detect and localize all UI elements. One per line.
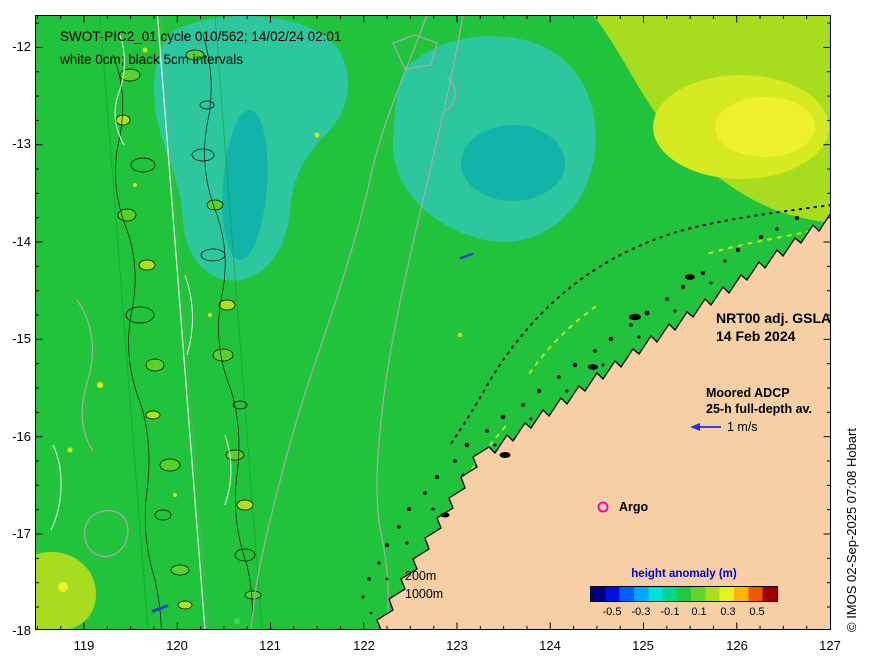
adcp-arrow-icon	[690, 423, 721, 431]
x-tick-label: 127	[819, 638, 841, 653]
x-tick-label: 120	[166, 638, 188, 653]
y-tick-label: -16	[12, 429, 31, 444]
map-title-line2: white 0cm; black 5cm intervals	[60, 52, 244, 67]
gsla-label-line2: 14 Feb 2024	[716, 328, 796, 344]
colorbar-tick-label: -0.5	[602, 606, 622, 618]
current-vector-marks	[151, 252, 474, 613]
shelf-dotted-line	[448, 204, 831, 448]
swath-nadir-gap	[156, 15, 206, 630]
swath-white-contours	[114, 34, 232, 506]
plot-frame	[35, 15, 831, 630]
contour-200m-line	[376, 15, 464, 630]
islands	[361, 216, 799, 615]
x-tick-label: 124	[539, 638, 561, 653]
swot-swath	[99, 15, 263, 630]
land	[377, 213, 831, 630]
y-tick-label: -18	[12, 623, 31, 638]
colorbar-tick-label: 0.1	[691, 606, 707, 618]
argo-marker-icon	[597, 501, 609, 513]
colorbar-tick-label: 0.3	[720, 606, 736, 618]
colorbar-tick-label: -0.1	[660, 606, 680, 618]
colorbar-tick-label: 0.5	[749, 606, 765, 618]
x-tick-label: 125	[632, 638, 654, 653]
contour-1000m-line	[250, 15, 428, 630]
adcp-speed-label: 1 m/s	[727, 420, 758, 434]
credit-text: © IMOS 02-Sep-2025 07:08 Hobart	[844, 428, 859, 632]
depth-label-200m: 200m	[405, 569, 437, 583]
adcp-label-line1: Moored ADCP	[706, 386, 790, 400]
x-tick-label: 119	[73, 638, 95, 653]
coastline	[376, 212, 831, 630]
colorbar	[590, 586, 778, 602]
depth-label-1000m: 1000m	[405, 587, 444, 601]
bathymetry-contours	[76, 15, 464, 630]
x-tick-label: 123	[446, 638, 468, 653]
colorbar-title: height anomaly (m)	[631, 568, 737, 580]
x-tick-label: 126	[726, 638, 748, 653]
map-plot-area: SWOT-PIC2_01 cycle 010/562; 14/02/24 02:…	[35, 15, 831, 630]
y-tick-label: -13	[12, 136, 31, 151]
colorbar-tick-label: -0.3	[631, 606, 651, 618]
x-tick-label: 121	[259, 638, 281, 653]
swath-contour-blobs	[115, 49, 262, 610]
map-svg	[35, 15, 831, 630]
adcp-label-line2: 25-h full-depth av.	[706, 402, 813, 416]
map-title-line1: SWOT-PIC2_01 cycle 010/562; 14/02/24 02:…	[60, 29, 342, 44]
y-tick-label: -15	[12, 331, 31, 346]
y-tick-label: -17	[12, 526, 31, 541]
swath-speckles	[133, 183, 212, 497]
argo-label: Argo	[619, 500, 649, 514]
swath-black-contours	[112, 34, 253, 630]
gsla-label-line1: NRT00 adj. GSLA	[716, 310, 832, 326]
zero-contour-white	[50, 444, 62, 531]
scattered-grid-dots	[67, 47, 463, 624]
y-tick-label: -12	[12, 39, 31, 54]
y-tick-label: -14	[12, 234, 31, 249]
x-tick-label: 122	[353, 638, 375, 653]
